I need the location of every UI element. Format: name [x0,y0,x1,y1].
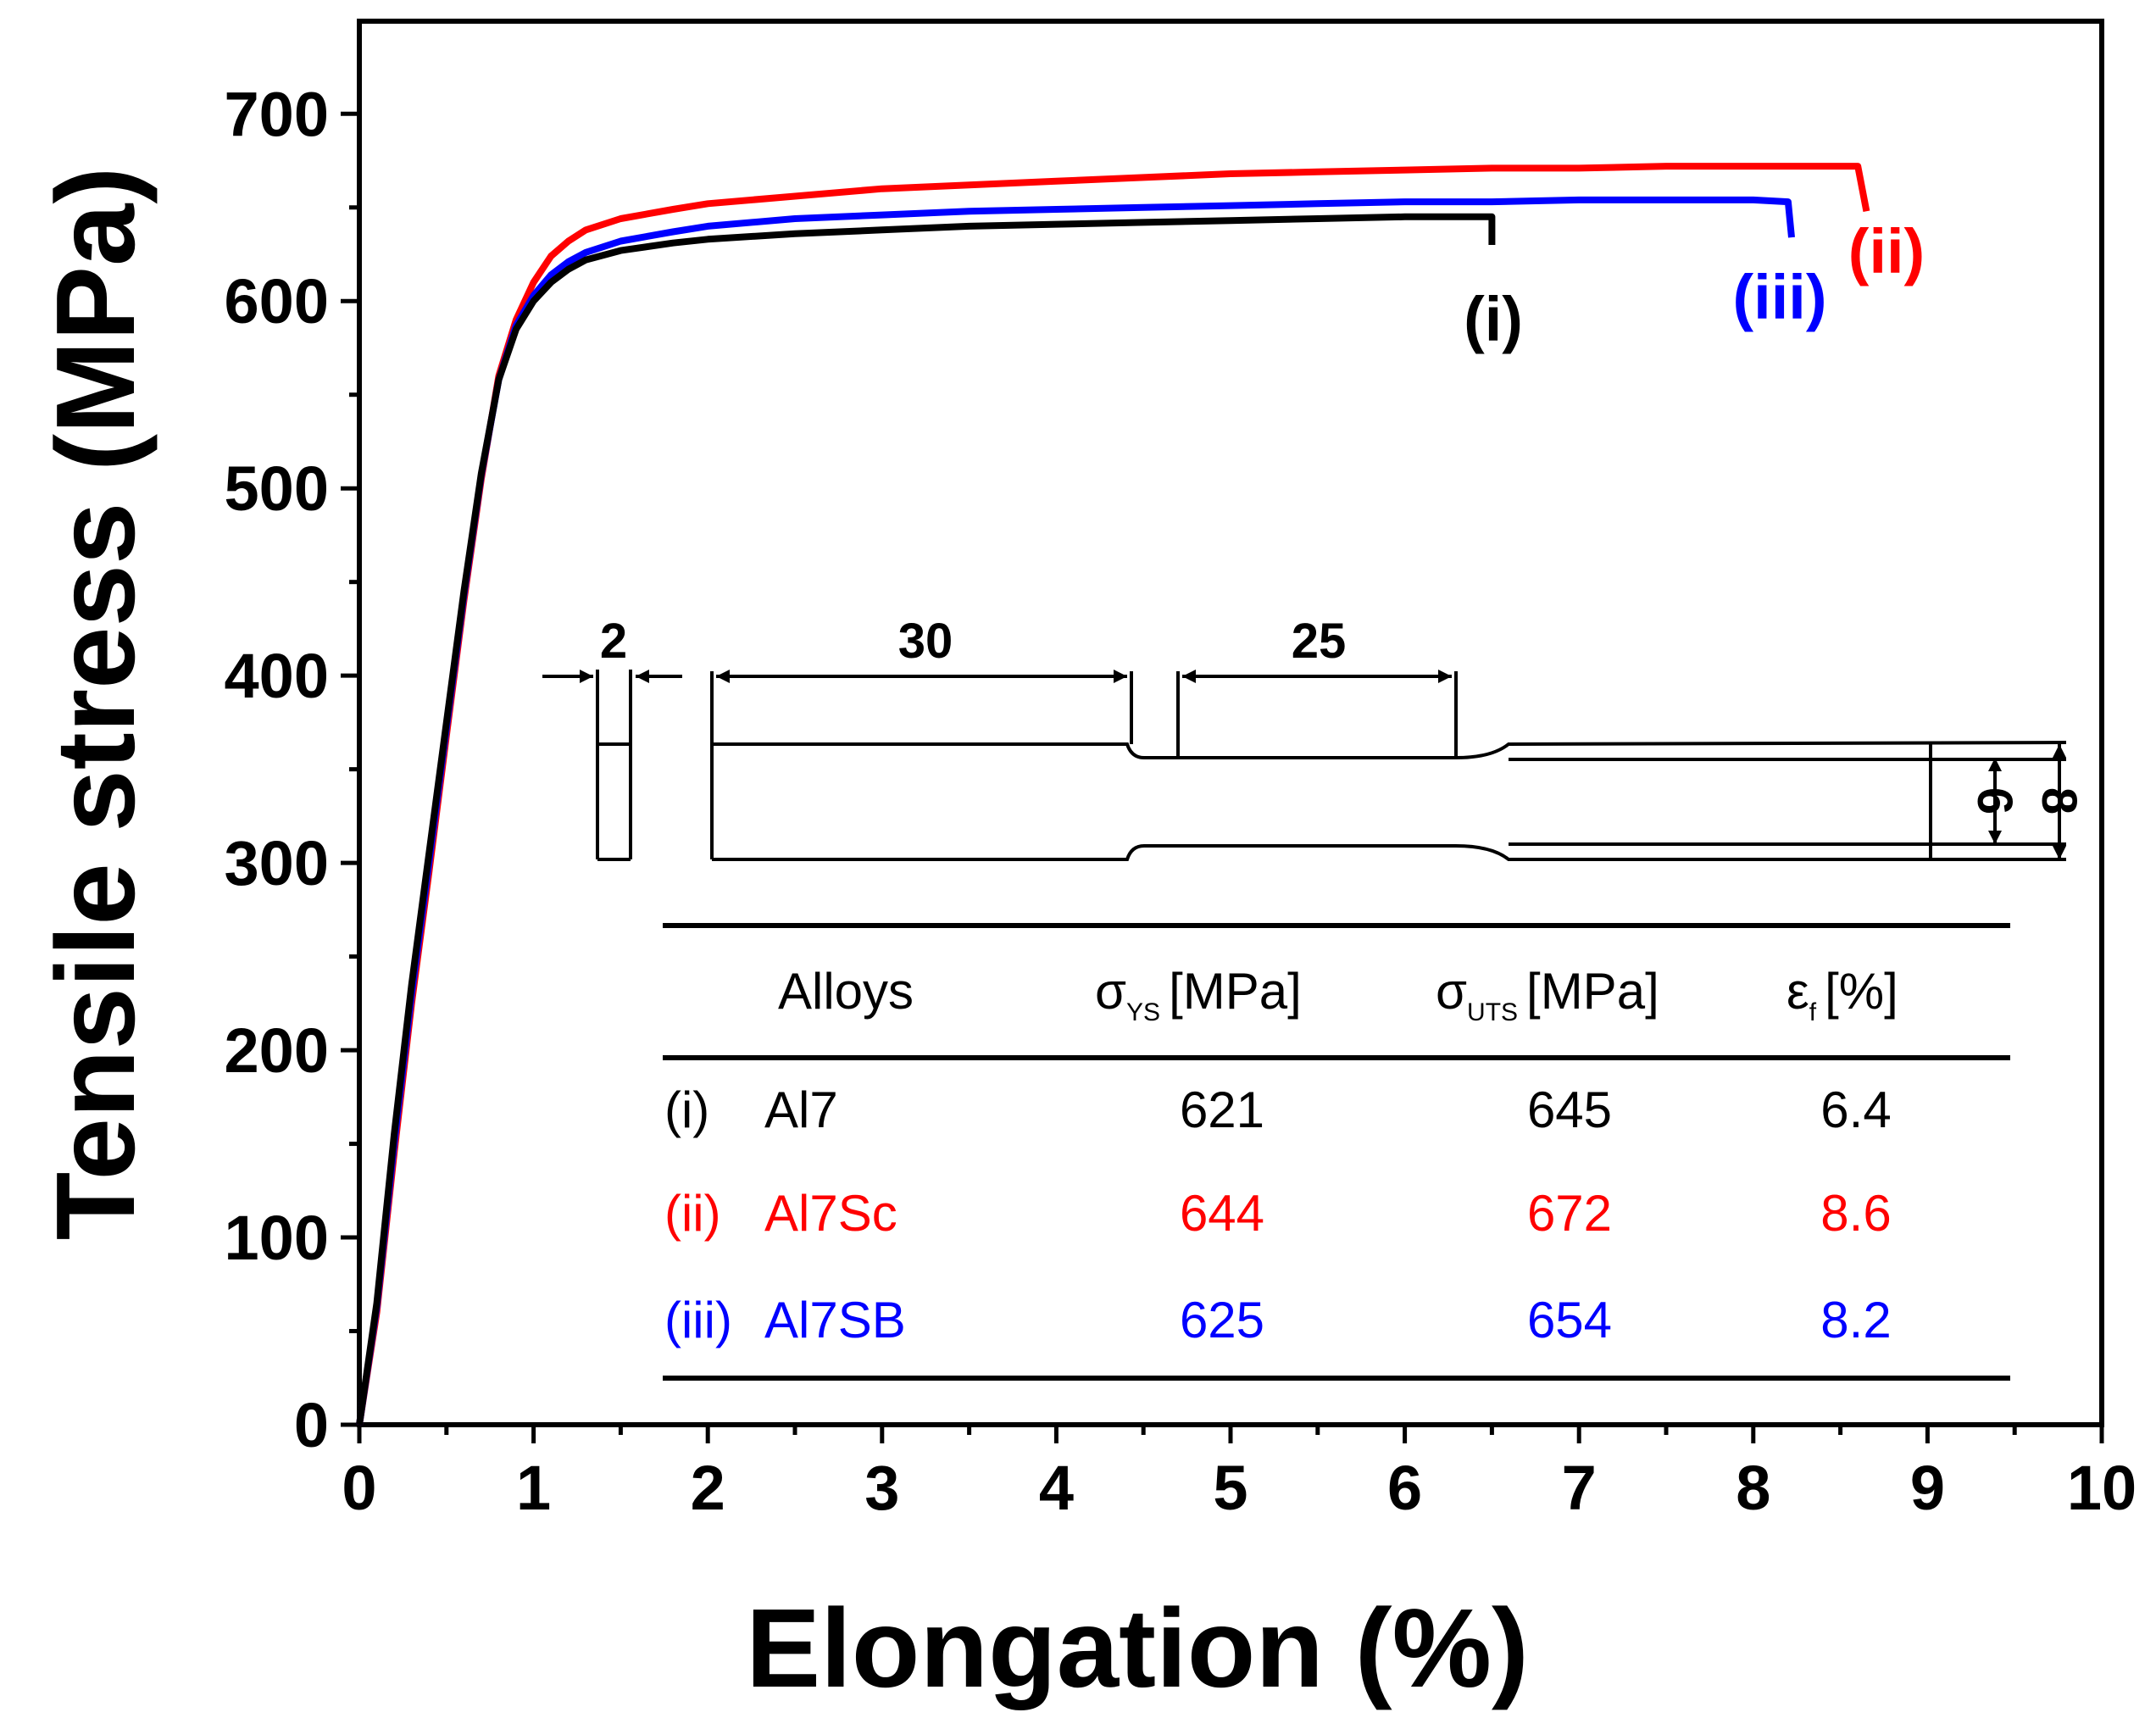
row-i-ys: 621 [1180,1081,1264,1138]
row-iii-alloy: Al7SB [764,1292,906,1348]
x-tick-label: 3 [864,1453,899,1523]
y-tick-label: 400 [225,641,329,711]
x-tick-label: 0 [342,1453,376,1523]
row-i-label: (i) [664,1081,709,1138]
row-iii-ef: 8.2 [1820,1292,1891,1348]
series-line-i [356,213,1496,1426]
curve-label-i: (i) [1464,284,1523,354]
y-tick-label: 700 [225,79,329,149]
dim-label-30: 30 [898,614,953,669]
header-uts: σUTS [MPa] [1436,963,1659,1026]
dim-label-8: 8 [2031,787,2087,814]
x-tick-label: 7 [1562,1453,1597,1523]
curves [356,163,1870,1426]
properties-table: Alloys σYS [MPa] σUTS [MPa] εf [%] (i) Al7 … [663,923,2010,1381]
y-tick-label: 200 [225,1015,329,1086]
row-i-alloy: Al7 [764,1081,838,1138]
header-ef: εf [%] [1786,963,1898,1026]
y-axis-title: Tensile stress (MPa) [33,167,158,1241]
x-tick-label: 9 [1910,1453,1945,1523]
y-tick-label: 100 [225,1203,329,1273]
dimension-arrowheads [580,670,2066,859]
row-i-ef: 6.4 [1820,1081,1891,1138]
row-i-uts: 645 [1527,1081,1612,1138]
row-ii-alloy: Al7Sc [764,1185,897,1242]
y-tick-label: 500 [225,453,329,524]
header-ys: σYS [MPa] [1095,963,1302,1026]
x-axis-title: Elongation (%) [746,1586,1529,1710]
row-iii-ys: 625 [1180,1292,1264,1348]
x-tick-label: 8 [1736,1453,1770,1523]
row-iii-uts: 654 [1527,1292,1612,1348]
y-tick-labels: 0 100 200 300 400 500 600 700 [225,79,329,1460]
x-tick-labels: 0 1 2 3 4 5 6 7 8 9 10 [342,1453,2137,1523]
x-tick-label: 1 [516,1453,551,1523]
x-tick-label: 5 [1213,1453,1247,1523]
x-tick-label: 6 [1387,1453,1422,1523]
row-ii-label: (ii) [664,1185,721,1242]
axis-ticks [341,111,2104,1443]
y-tick-label: 600 [225,266,329,336]
series-line-ii [356,163,1870,1426]
row-ii-ys: 644 [1180,1185,1264,1242]
curve-label-iii: (iii) [1733,262,1827,332]
y-tick-label: 0 [294,1390,329,1460]
curve-label-ii: (ii) [1848,216,1925,286]
x-tick-label: 4 [1039,1453,1074,1523]
row-ii-ef: 8.6 [1820,1185,1891,1242]
y-tick-label: 300 [225,828,329,898]
specimen-diagram [542,670,2067,861]
x-tick-label: 10 [2067,1453,2137,1523]
row-iii-label: (iii) [664,1292,732,1348]
dim-label-6: 6 [1967,787,2022,814]
x-tick-label: 2 [691,1453,725,1523]
dim-label-2: 2 [600,614,627,669]
header-alloys: Alloys [778,963,914,1020]
dim-label-25: 25 [1292,614,1347,669]
row-ii-uts: 672 [1527,1185,1612,1242]
